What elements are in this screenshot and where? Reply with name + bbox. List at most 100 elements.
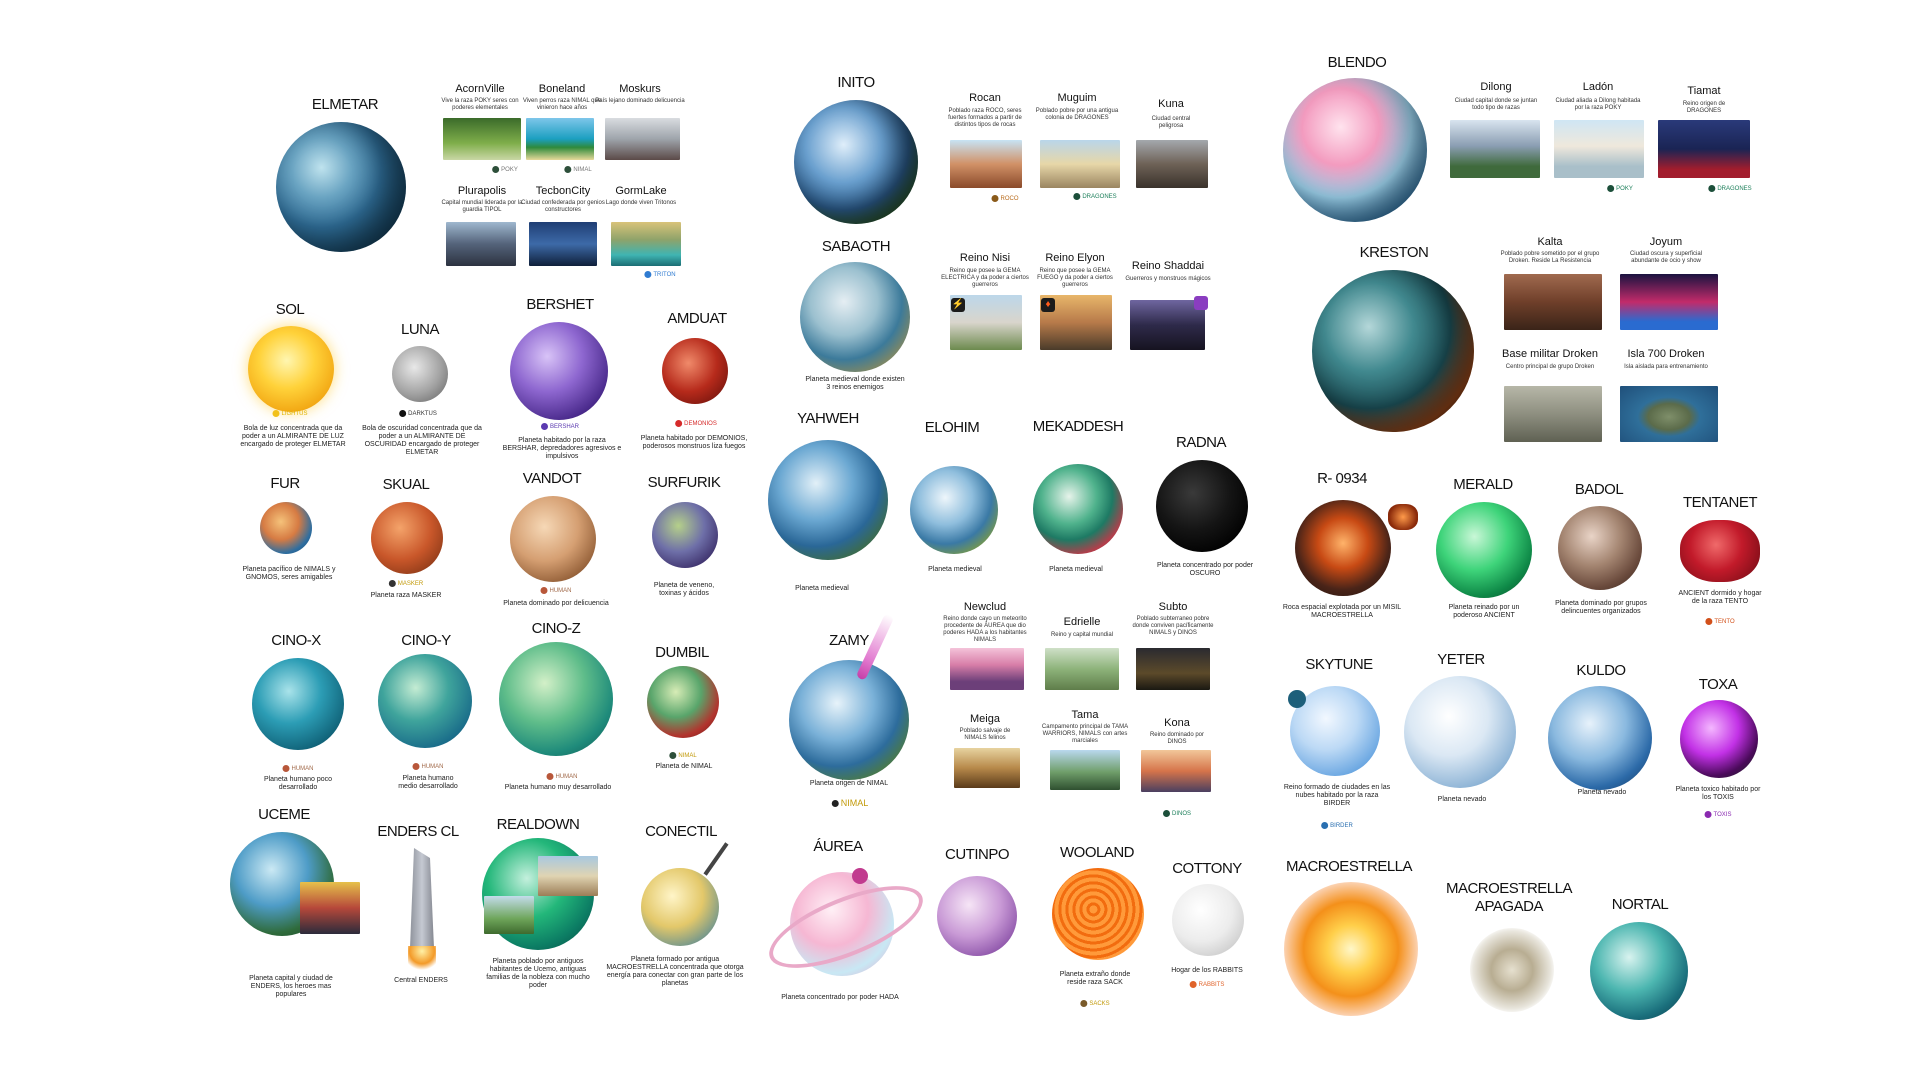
race-tag-boneland: NIMAL xyxy=(564,166,592,173)
place-image-subto[interactable] xyxy=(1136,648,1210,690)
place-desc-plurapolis: Capital mundial liderada por la guardia … xyxy=(441,200,523,213)
planet-name-tentanet: TENTANET xyxy=(1682,494,1758,511)
planet-blendo[interactable] xyxy=(1283,78,1427,222)
uceme-city-image[interactable] xyxy=(300,882,360,934)
place-name-acornville: AcornVille xyxy=(455,83,505,95)
roco-icon xyxy=(991,195,999,202)
realdown-palace-image[interactable] xyxy=(538,856,598,896)
planet-macroapagada[interactable] xyxy=(1470,928,1554,1012)
place-image-tiamat[interactable] xyxy=(1658,120,1750,178)
place-image-boneland[interactable] xyxy=(526,118,594,160)
race-tag-dumbil: NIMAL xyxy=(669,752,697,759)
place-image-tama[interactable] xyxy=(1050,750,1120,790)
place-image-plurapolis[interactable] xyxy=(446,222,516,266)
place-image-gormlake[interactable] xyxy=(611,222,681,266)
planet-sabaoth[interactable] xyxy=(800,262,910,372)
place-image-kona[interactable] xyxy=(1141,750,1211,792)
lightning-gem-icon: ⚡ xyxy=(951,298,965,312)
realdown-garden-image[interactable] xyxy=(484,896,534,934)
planet-name-skual: SKUAL xyxy=(382,476,430,493)
planet-tentanet[interactable] xyxy=(1680,520,1760,582)
place-image-meiga[interactable] xyxy=(954,748,1020,788)
place-image-isla700[interactable] xyxy=(1620,386,1718,442)
planet-cinoz[interactable] xyxy=(499,642,613,756)
race-tag-amduat: DEMONIOS xyxy=(675,420,717,427)
planet-wooland[interactable] xyxy=(1052,868,1144,960)
planet-cinox[interactable] xyxy=(252,658,344,750)
place-image-reinoshaddai[interactable] xyxy=(1130,300,1205,350)
planet-desc-aurea: Planeta concentrado por poder HADA xyxy=(781,994,899,1001)
planet-sol[interactable] xyxy=(248,326,334,412)
planet-name-aurea: ÁUREA xyxy=(813,838,863,855)
planet-inito[interactable] xyxy=(794,100,918,224)
planet-desc-tentanet: ANCIENT dormido y hogar de la raza TENTO xyxy=(1678,590,1762,605)
planet-desc-luna: Bola de oscuridad concentrada que da pod… xyxy=(362,425,482,456)
place-name-subto: Subto xyxy=(1158,601,1188,613)
planet-elohim[interactable] xyxy=(910,466,998,554)
race-tag-sol: LIGHTUS xyxy=(272,410,308,417)
planet-name-inito: INITO xyxy=(837,74,875,91)
planet-kuldo[interactable] xyxy=(1548,686,1652,790)
place-image-kuna[interactable] xyxy=(1136,140,1208,188)
planet-cutinpo[interactable] xyxy=(937,876,1017,956)
triton-icon xyxy=(644,271,652,278)
place-image-tecboncity[interactable] xyxy=(529,222,597,266)
planet-desc-zamy: Planeta origen de NIMAL xyxy=(809,780,889,787)
planet-desc-enderscl: Central ENDERS xyxy=(394,977,448,984)
planet-bershet[interactable] xyxy=(510,322,608,420)
planet-name-kuldo: KULDO xyxy=(1576,662,1626,679)
planet-zamy[interactable] xyxy=(789,660,909,780)
place-desc-joyum: Ciudad oscura y superficial abundante de… xyxy=(1629,251,1703,264)
place-image-acornville[interactable] xyxy=(443,118,521,160)
planet-mekaddesh[interactable] xyxy=(1033,464,1123,554)
planet-macroestrella[interactable] xyxy=(1284,882,1418,1016)
planet-vandot[interactable] xyxy=(510,496,596,582)
place-image-rocan[interactable] xyxy=(950,140,1022,188)
race-tag-luna: DARKTUS xyxy=(399,410,437,417)
planet-conectil[interactable] xyxy=(641,868,719,946)
place-image-muguim[interactable] xyxy=(1040,140,1120,188)
place-desc-tecboncity: Ciudad confederada por genios constructo… xyxy=(521,200,605,213)
planet-yeter[interactable] xyxy=(1404,676,1516,788)
place-name-meiga: Meiga xyxy=(970,713,1000,725)
planet-desc-dumbil: Planeta de NIMAL xyxy=(655,763,713,770)
place-image-joyum[interactable] xyxy=(1620,274,1718,330)
place-name-kalta: Kalta xyxy=(1537,236,1563,248)
planet-r0934[interactable] xyxy=(1295,500,1391,596)
planet-dumbil[interactable] xyxy=(647,666,719,738)
planet-name-kreston: KRESTON xyxy=(1359,244,1429,261)
planet-skual[interactable] xyxy=(371,502,443,574)
place-image-moskurs[interactable] xyxy=(605,118,680,160)
planet-elmetar[interactable] xyxy=(276,122,406,252)
place-desc-newclud: Reino donde cayo un meteorito procedente… xyxy=(943,616,1027,643)
race-tag-muguim: DRAGONES xyxy=(1073,193,1117,200)
place-desc-ladon: Ciudad aliada a Dilong habitada por la r… xyxy=(1555,98,1641,111)
place-image-basemilitar[interactable] xyxy=(1504,386,1602,442)
planet-luna[interactable] xyxy=(392,346,448,402)
planet-surfurik[interactable] xyxy=(652,502,718,568)
planet-kreston[interactable] xyxy=(1312,270,1474,432)
place-desc-isla700: Isla aislada para entrenamiento xyxy=(1624,364,1708,370)
planet-yahweh[interactable] xyxy=(768,440,888,560)
place-image-newclud[interactable] xyxy=(950,648,1024,690)
enders-tower[interactable] xyxy=(410,848,434,948)
planet-radna[interactable] xyxy=(1156,460,1248,552)
place-image-edrielle[interactable] xyxy=(1045,648,1119,690)
planet-aurea[interactable] xyxy=(790,872,894,976)
place-name-muguim: Muguim xyxy=(1057,92,1097,104)
planet-nortal[interactable] xyxy=(1590,922,1688,1020)
place-image-ladon[interactable] xyxy=(1554,120,1644,178)
place-image-dilong[interactable] xyxy=(1450,120,1540,178)
planet-name-cottony: COTTONY xyxy=(1172,860,1242,877)
planet-name-mekaddesh: MEKADDESH xyxy=(1032,418,1124,435)
place-image-kalta[interactable] xyxy=(1504,274,1602,330)
planet-cottony[interactable] xyxy=(1172,884,1244,956)
planet-toxa[interactable] xyxy=(1680,700,1758,778)
planet-cinoy[interactable] xyxy=(378,654,472,748)
race-tag-toxa: TOXIS xyxy=(1704,811,1731,818)
planet-merald[interactable] xyxy=(1436,502,1532,598)
place-desc-tama: Campamento principal de TAMA WARRIORS, N… xyxy=(1041,724,1129,744)
planet-amduat[interactable] xyxy=(662,338,728,404)
planet-badol[interactable] xyxy=(1558,506,1642,590)
planet-fur[interactable] xyxy=(260,502,312,554)
